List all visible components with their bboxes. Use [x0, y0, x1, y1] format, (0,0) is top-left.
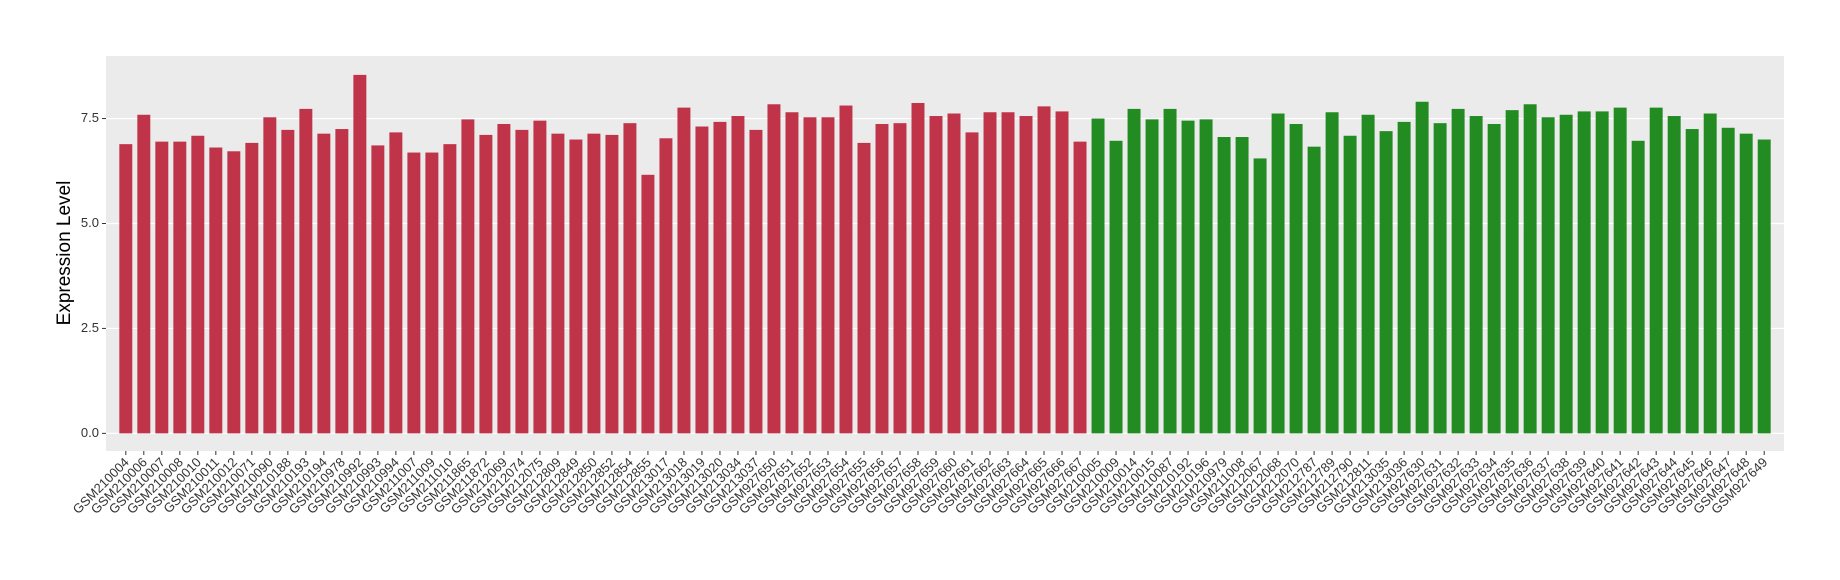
bar	[713, 121, 727, 434]
bar	[677, 107, 691, 434]
bar	[1361, 114, 1375, 434]
bar	[155, 141, 169, 434]
bar	[1559, 114, 1573, 434]
bar	[857, 142, 871, 434]
bar	[1181, 120, 1195, 434]
bar	[749, 129, 763, 434]
bar	[533, 120, 547, 434]
bar	[1307, 146, 1321, 434]
bar	[641, 174, 655, 434]
bar	[497, 124, 511, 434]
bar	[1577, 111, 1591, 434]
bar	[1343, 135, 1357, 434]
bar	[173, 141, 187, 434]
bar	[1199, 119, 1213, 434]
bar	[1325, 112, 1339, 434]
bar	[803, 117, 817, 434]
bar	[821, 117, 835, 434]
bar	[281, 129, 295, 434]
y-tick-label: 7.5	[81, 110, 99, 125]
bar	[965, 132, 979, 434]
bar	[1649, 107, 1663, 434]
bar	[1505, 110, 1519, 434]
bar	[245, 142, 259, 434]
bar	[1415, 101, 1429, 434]
bar	[911, 103, 925, 434]
y-tick-label: 0.0	[81, 425, 99, 440]
bar	[1469, 116, 1483, 434]
bar	[1253, 158, 1267, 434]
bar	[1631, 140, 1645, 434]
bar	[1757, 139, 1771, 434]
bar	[1613, 107, 1627, 434]
bar	[335, 129, 349, 434]
bar	[353, 74, 367, 434]
bar	[1289, 124, 1303, 434]
bar	[1235, 137, 1249, 434]
bar	[695, 126, 709, 434]
bar	[1703, 113, 1717, 434]
bar	[137, 114, 151, 434]
bar	[1523, 104, 1537, 434]
bar	[1019, 116, 1033, 434]
bar	[1397, 121, 1411, 434]
plot-panel	[106, 56, 1784, 451]
bar	[1667, 116, 1681, 434]
bar	[407, 152, 421, 434]
bar	[1163, 108, 1177, 434]
y-tick-label: 2.5	[81, 320, 99, 335]
bar	[1073, 141, 1087, 434]
bar	[1721, 127, 1735, 434]
bar	[389, 132, 403, 434]
bar	[1487, 124, 1501, 434]
bar	[569, 139, 583, 434]
bar	[515, 129, 529, 434]
bar	[425, 152, 439, 434]
bar	[1739, 133, 1753, 434]
bar	[839, 105, 853, 434]
bar	[623, 123, 637, 434]
bar	[605, 134, 619, 434]
bar	[1217, 137, 1231, 434]
bar	[479, 134, 493, 434]
bar	[317, 133, 331, 434]
bar	[875, 124, 889, 434]
bar	[947, 113, 961, 434]
bar	[893, 123, 907, 434]
bar	[983, 112, 997, 434]
bar	[767, 104, 781, 434]
bar	[1685, 129, 1699, 434]
bar	[1379, 131, 1393, 434]
bar	[1001, 112, 1015, 434]
y-tick-label: 5.0	[81, 215, 99, 230]
bar	[1055, 111, 1069, 434]
bar	[1109, 140, 1123, 434]
bar	[263, 117, 277, 434]
bar	[1127, 108, 1141, 434]
bar	[119, 144, 133, 434]
bar	[371, 145, 385, 434]
bar	[461, 119, 475, 434]
bar	[1145, 119, 1159, 434]
bar	[1451, 108, 1465, 434]
bar	[929, 116, 943, 434]
bar	[191, 135, 205, 434]
bar	[1433, 123, 1447, 434]
bar	[1595, 111, 1609, 434]
bar	[1271, 113, 1285, 434]
bar	[1541, 117, 1555, 434]
bar	[731, 116, 745, 434]
bar	[785, 112, 799, 434]
bar	[1091, 118, 1105, 434]
bar	[227, 151, 241, 434]
bar	[659, 138, 673, 434]
bar	[551, 133, 565, 434]
bar	[209, 147, 223, 434]
bar	[443, 144, 457, 434]
bar	[1037, 106, 1051, 434]
y-axis-title: Expression Level	[54, 181, 75, 326]
bar	[587, 133, 601, 434]
bar	[299, 108, 313, 434]
